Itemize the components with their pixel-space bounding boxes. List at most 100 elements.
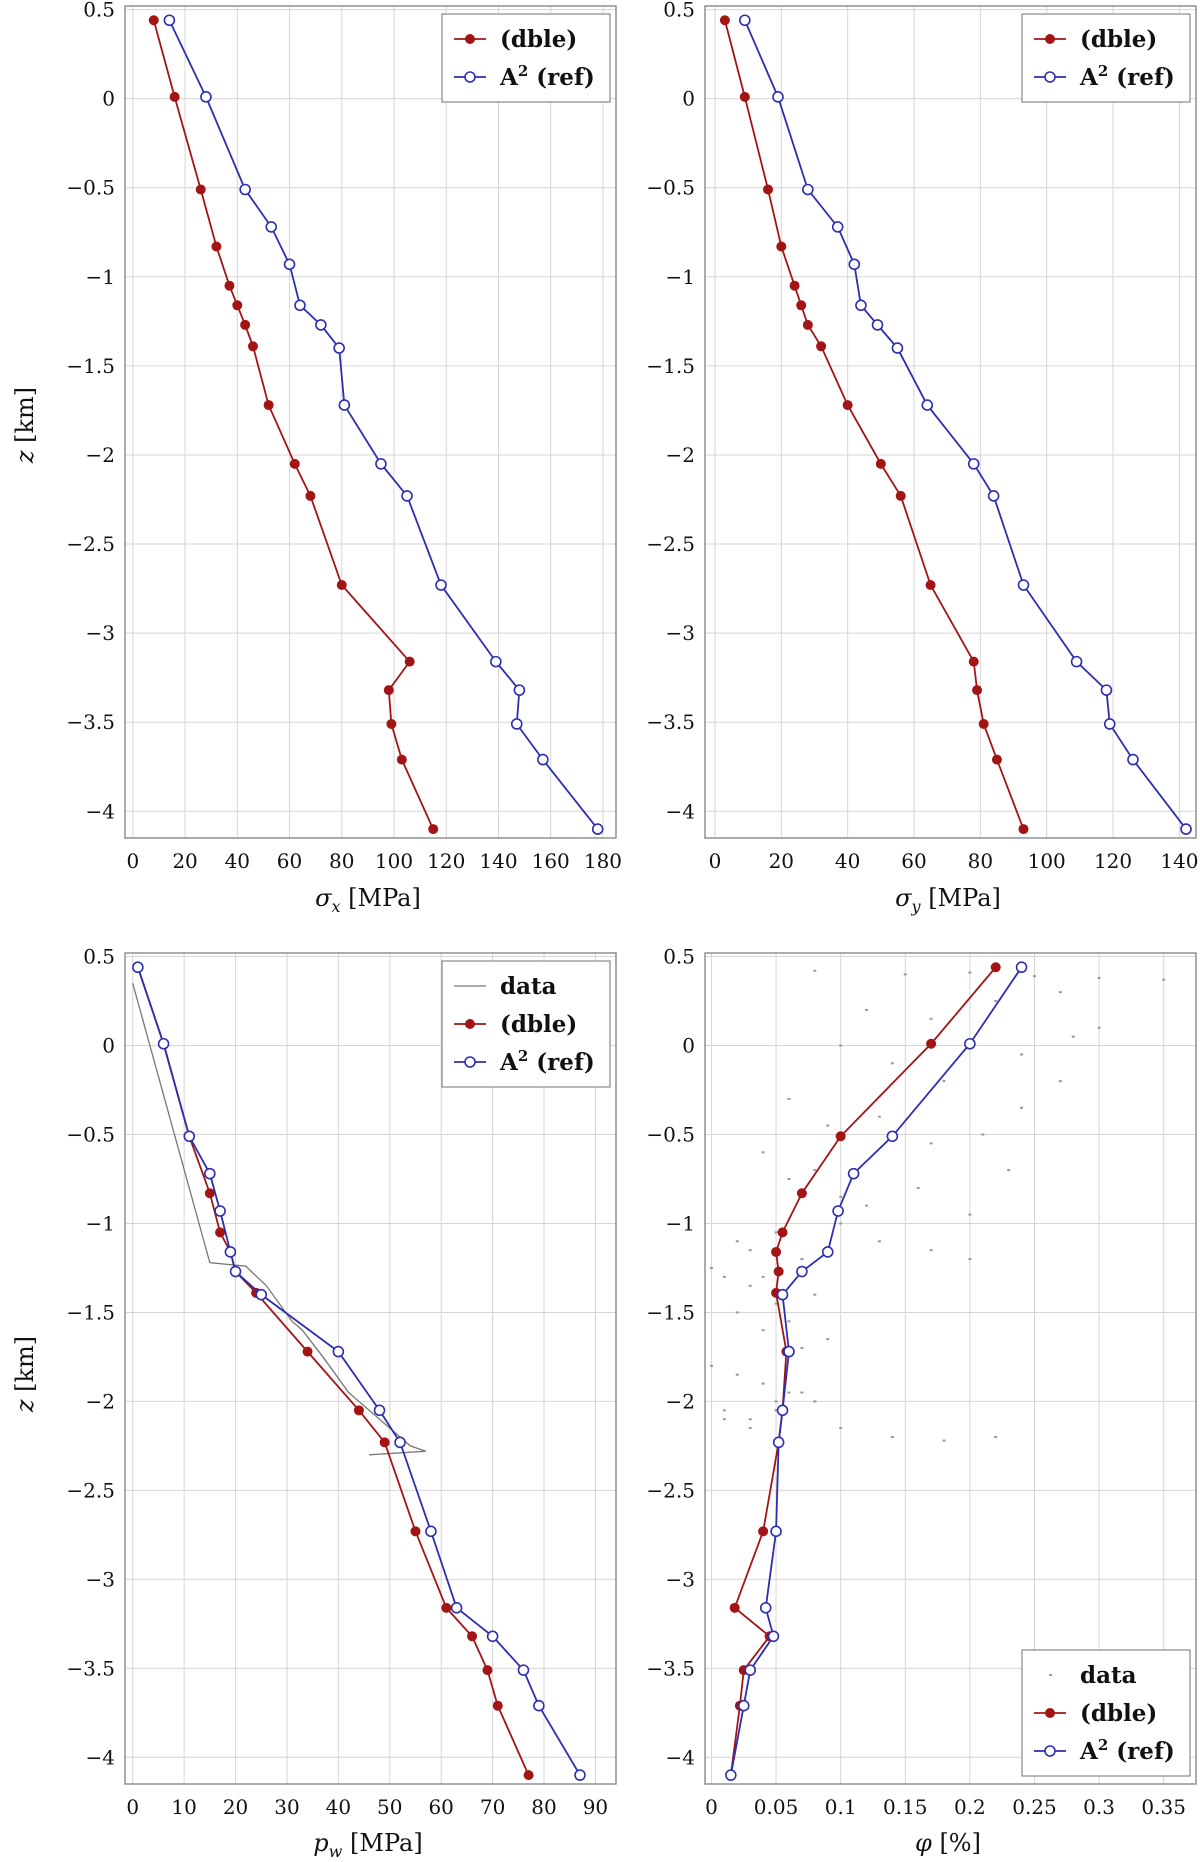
- data-point: [224, 280, 235, 291]
- data-point: [826, 1338, 830, 1341]
- series-line: [729, 966, 997, 1776]
- y-tick-label: −3.5: [646, 710, 695, 734]
- data-point: [132, 961, 144, 974]
- data-point: [183, 1130, 196, 1143]
- data-point: [517, 1664, 530, 1676]
- data-point: [1015, 961, 1028, 974]
- data-point: [772, 91, 784, 103]
- y-tick-label: −3: [86, 1567, 115, 1591]
- y-tick-label: 0.5: [663, 945, 695, 969]
- series-line: [137, 966, 581, 1776]
- x-tick-label: 90: [583, 1795, 608, 1819]
- data-point: [1097, 976, 1101, 979]
- data-point: [533, 1699, 545, 1712]
- y-tick-label: −3: [666, 621, 695, 645]
- data-point: [890, 1062, 894, 1065]
- data-point: [1097, 1026, 1101, 1029]
- x-tick-label: 60: [901, 849, 926, 873]
- data-point: [777, 1227, 788, 1238]
- data-point: [302, 1346, 313, 1357]
- data-point: [761, 1151, 765, 1154]
- data-point: [813, 1293, 817, 1296]
- data-point: [787, 1320, 791, 1323]
- x-tick-label: 100: [375, 849, 413, 873]
- data-point: [991, 754, 1002, 765]
- legend-label: data: [500, 973, 557, 1000]
- data-point: [315, 319, 327, 331]
- data-point: [877, 1115, 881, 1118]
- panel-sigma-y: σy [MPa] 0 20 40 60 80 100 120 140 0.5 0 −0.5 −1 −1.…: [646, 0, 1198, 916]
- legend-marker: [1044, 1745, 1056, 1757]
- xlabel-sigma-x: σx [MPa]: [315, 884, 421, 916]
- legend-swatch: [1049, 1674, 1052, 1676]
- y-tick-label: −2.5: [646, 532, 695, 556]
- data-point: [404, 656, 415, 667]
- data-point: [722, 1409, 726, 1412]
- grid-lines: [125, 953, 616, 1784]
- data-point: [394, 1436, 406, 1449]
- y-tick-label: −1: [86, 1211, 115, 1235]
- data-point: [929, 1142, 933, 1145]
- x-tick-label: 0: [705, 1795, 718, 1819]
- xlabel-phi: φ [%]: [915, 1829, 981, 1857]
- data-point: [1100, 684, 1113, 696]
- data-point: [761, 1382, 765, 1385]
- data-point: [800, 1391, 804, 1394]
- data-point: [200, 91, 212, 103]
- data-point: [195, 184, 206, 195]
- x-tick-label: 0.3: [1083, 1795, 1115, 1819]
- data-point: [994, 1436, 998, 1439]
- data-point: [835, 1131, 846, 1142]
- data-point: [263, 400, 274, 411]
- x-tick-label: 160: [532, 849, 570, 873]
- legend-box: [441, 13, 611, 103]
- data-point: [1180, 823, 1192, 835]
- x-tick-label: 50: [377, 1795, 402, 1819]
- data-point: [373, 1404, 386, 1417]
- grid-lines: [125, 6, 616, 838]
- tick-labels: 0 20 40 60 80 100 120 140 160 180 0.5 0 −0.5 −1 −1.5 −2…: [66, 0, 622, 873]
- data-point: [709, 1364, 713, 1367]
- data-point: [1058, 1080, 1062, 1083]
- data-point: [1020, 1106, 1024, 1109]
- data-point: [968, 1213, 972, 1216]
- y-tick-label: −1.5: [646, 1300, 695, 1324]
- xlabel-pw: pw [MPa]: [313, 1829, 422, 1861]
- data-point: [877, 1240, 881, 1243]
- data-point: [968, 971, 972, 974]
- data-point: [247, 341, 258, 352]
- data-point: [725, 1769, 737, 1781]
- y-tick-label: 0: [682, 1034, 695, 1058]
- data-point: [1018, 824, 1029, 835]
- legend-label: A2 (ref): [1079, 1736, 1175, 1765]
- x-tick-label: 80: [531, 1795, 556, 1819]
- data-point: [776, 1404, 789, 1417]
- data-point: [968, 656, 979, 667]
- data-point: [490, 655, 502, 668]
- data-point: [410, 1526, 421, 1537]
- series-a-ref-: [132, 961, 586, 1781]
- data-point: [748, 1284, 752, 1287]
- data-point: [204, 1188, 215, 1199]
- x-tick-label: 0.1: [825, 1795, 857, 1819]
- y-tick-label: 0.5: [663, 0, 695, 22]
- panel-pw: z [km] pw [MPa] 0 10 20 30 40 50 60 70 80 90 0.5 0 −…: [11, 945, 617, 1861]
- data-point: [813, 969, 817, 972]
- data-point: [1127, 753, 1139, 766]
- data-point: [163, 14, 176, 27]
- data-point: [744, 1664, 757, 1676]
- series-data: [709, 969, 1166, 1442]
- y-tick-label: −1.5: [66, 354, 115, 378]
- y-tick-label: −3.5: [646, 1656, 695, 1680]
- x-tick-label: 70: [480, 1795, 505, 1819]
- data-point: [396, 754, 407, 765]
- data-point: [211, 241, 222, 252]
- y-tick-label: −3.5: [66, 710, 115, 734]
- data-point: [737, 1699, 750, 1712]
- xlabel-sigma-y: σy [MPa]: [895, 884, 1001, 916]
- data-point: [148, 15, 159, 26]
- data-point: [774, 1302, 778, 1305]
- x-tick-label: 120: [427, 849, 465, 873]
- data-point: [848, 258, 861, 271]
- data-point: [925, 580, 936, 591]
